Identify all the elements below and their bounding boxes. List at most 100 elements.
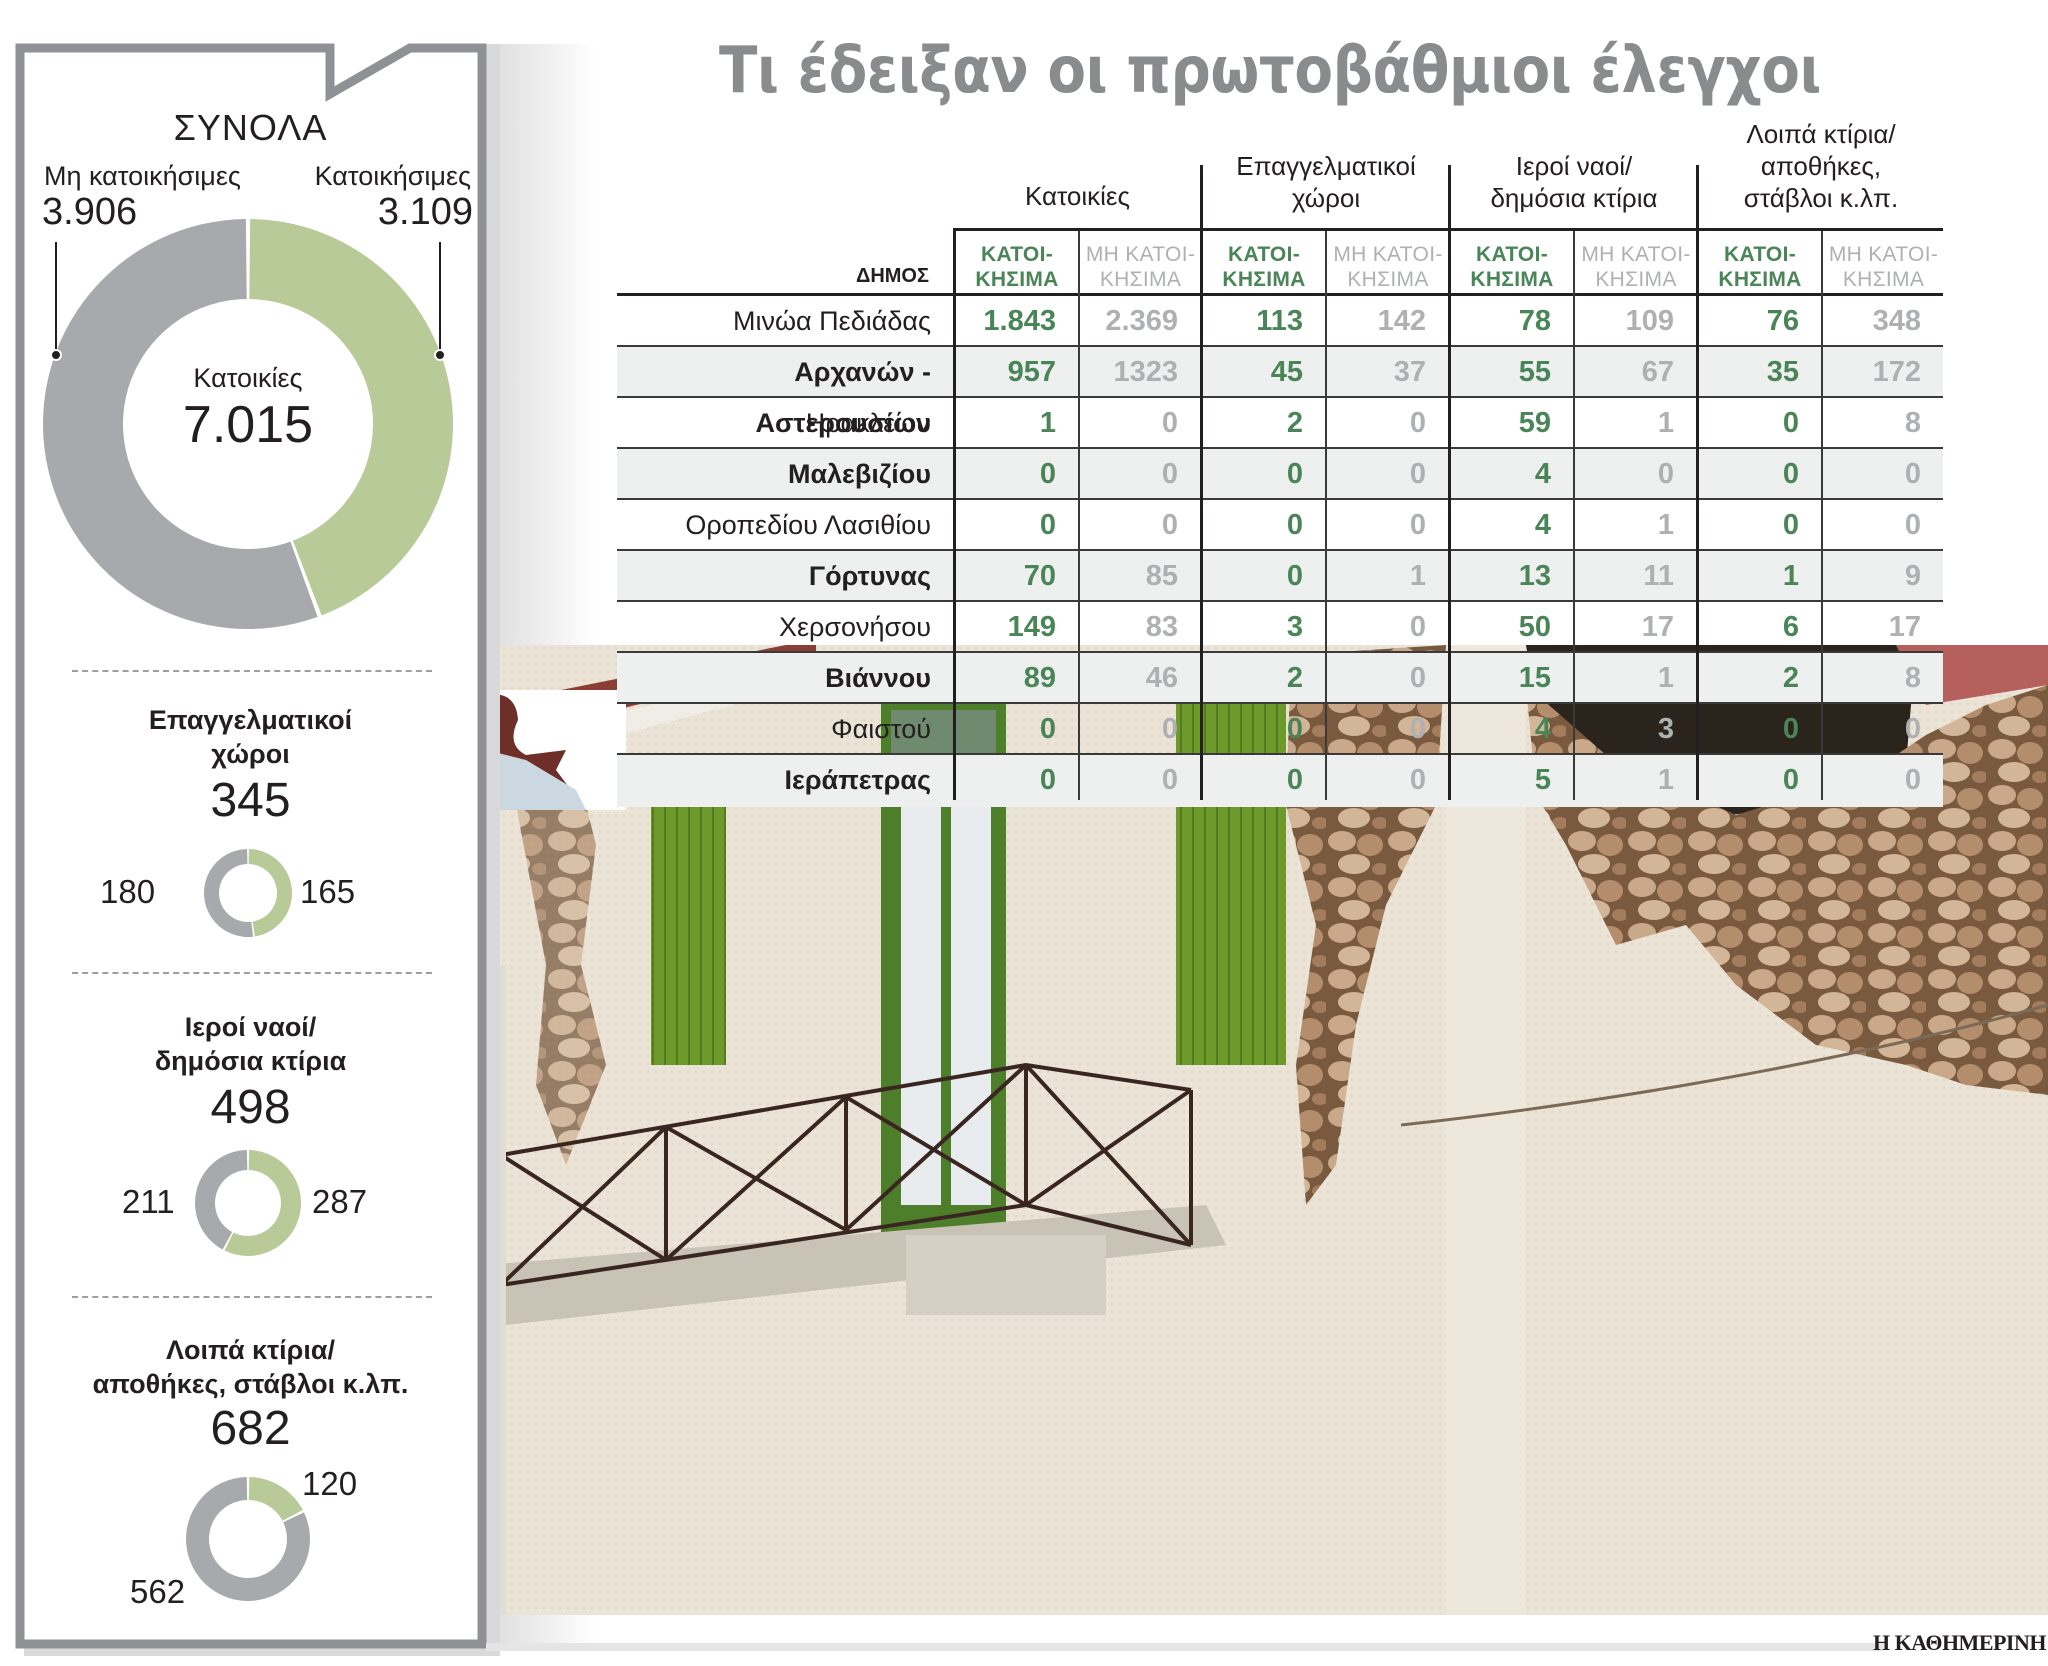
subheader-line: ΚΑΤΟΙ-: [981, 243, 1053, 266]
cell-non-habitable: 0: [1161, 713, 1178, 745]
group-header-professional: Επαγγελματικοί χώροι: [1203, 150, 1449, 214]
donut-chart-churches-public: [195, 1150, 301, 1256]
cell-habitable: 0: [1782, 713, 1799, 745]
cell-non-habitable: 8: [1904, 407, 1921, 439]
cell-non-habitable: 17: [1888, 611, 1921, 643]
table-row: Μαλεβιζίου 0 0 0 0 4 0 0 0: [617, 449, 1943, 500]
cell-habitable: 45: [1270, 356, 1303, 388]
section-title-other-buildings: Λοιπά κτίρια/ αποθήκες, στάβλοι κ.λπ.: [28, 1333, 473, 1401]
cell-habitable: 78: [1518, 305, 1551, 337]
cell-non-habitable: 9: [1904, 560, 1921, 592]
cell-habitable: 6: [1782, 611, 1799, 643]
cell-habitable: 0: [1039, 458, 1056, 490]
roof-tile-photo-fragment: [486, 690, 626, 810]
cell-habitable: 3: [1286, 611, 1303, 643]
table-row: Αρχανών - Αστερουσίων 957 1323 45 37 55 67 35 17…: [617, 347, 1943, 438]
group-header-other-buildings: Λοιπά κτίρια/ αποθήκες, στάβλοι κ.λπ.: [1699, 118, 1943, 214]
table-row: Χερσονήσου 149 83 3 0 50 17 6 17: [617, 602, 1943, 653]
cell-non-habitable: 46: [1145, 662, 1178, 694]
table-row: Γόρτυνας 70 85 0 1 13 11 1 9: [617, 551, 1943, 602]
cell-habitable: 89: [1023, 662, 1056, 694]
group-header-line: Επαγγελματικοί: [1236, 151, 1416, 181]
cell-non-habitable: 0: [1409, 662, 1426, 694]
cell-habitable: 2: [1286, 407, 1303, 439]
subheader-line: ΚΗΣΙΜΑ: [1718, 268, 1802, 291]
section-title-churches-public: Ιεροί ναοί/ δημόσια κτίρια: [28, 1010, 473, 1078]
cell-non-habitable: 85: [1145, 560, 1178, 592]
section-title-line: χώροι: [211, 739, 290, 769]
section-title-line: δημόσια κτίρια: [154, 1046, 347, 1076]
cell-non-habitable: 0: [1161, 458, 1178, 490]
totals-panel-frame: [15, 43, 500, 1656]
section-title-line: Λοιπά κτίρια/: [166, 1335, 335, 1365]
cell-habitable: 50: [1518, 611, 1551, 643]
totals-heading: ΣΥΝΟΛΑ: [173, 107, 328, 148]
group-header-line: δημόσια κτίρια: [1490, 183, 1658, 213]
cell-non-habitable: 1: [1657, 407, 1674, 439]
cell-non-habitable: 0: [1904, 764, 1921, 796]
cell-non-habitable: 142: [1377, 305, 1426, 337]
section-habitable-professional: 165: [300, 873, 356, 910]
municipality-name: Βιάννου: [825, 663, 931, 693]
footer-rule: [486, 1643, 1884, 1651]
municipality-name: Φαιστού: [831, 714, 931, 744]
separator: [72, 1296, 432, 1298]
cell-non-habitable: 11: [1643, 560, 1674, 592]
subheader-non-habitable: ΜΗ ΚΑΤΟΙ- ΚΗΣΙΜΑ: [1576, 242, 1696, 292]
cell-non-habitable: 1323: [1113, 356, 1178, 388]
subheader-line: ΚΗΣΙΜΑ: [1595, 268, 1677, 291]
subheader-line: ΜΗ ΚΑΤΟΙ-: [1828, 243, 1939, 266]
donut-chart-professional: [204, 849, 292, 937]
row-divider: [617, 651, 1943, 653]
cell-non-habitable: 0: [1409, 713, 1426, 745]
row-divider: [617, 600, 1943, 602]
main-donut-center-value: 7.015: [182, 396, 314, 454]
cell-non-habitable: 0: [1904, 458, 1921, 490]
cell-habitable: 0: [1286, 560, 1303, 592]
cell-non-habitable: 1: [1657, 662, 1674, 694]
table-row: Ιεράπετρας 0 0 0 0 5 1 0 0: [617, 755, 1943, 807]
group-header-homes: Κατοικίες: [955, 180, 1200, 212]
row-divider: [617, 753, 1943, 755]
municipality-name: Μαλεβιζίου: [787, 459, 931, 489]
section-total-other-buildings: 682: [210, 1402, 291, 1455]
subheader-line: ΚΑΤΟΙ-: [1476, 243, 1548, 266]
cell-habitable: 4: [1534, 509, 1551, 541]
row-divider: [617, 498, 1943, 500]
cell-habitable: 1: [1782, 560, 1799, 592]
subheader-line: ΜΗ ΚΑΤΟΙ-: [1333, 243, 1443, 266]
cell-habitable: 0: [1039, 509, 1056, 541]
table-row: Φαιστού 0 0 0 0 4 3 0 0: [617, 704, 1943, 755]
cell-non-habitable: 1: [1657, 764, 1674, 796]
column-divider: [1200, 228, 1203, 800]
results-table: Κατοικίες Επαγγελματικοί χώροι Ιεροί ναο…: [617, 110, 1943, 807]
cell-non-habitable: 1: [1657, 509, 1674, 541]
cell-habitable: 76: [1766, 305, 1799, 337]
cell-non-habitable: 0: [1161, 407, 1178, 439]
cell-non-habitable: 0: [1409, 764, 1426, 796]
table-row: Βιάννου 89 46 2 0 15 1 2 8: [617, 653, 1943, 704]
habitable-total: 3.109: [377, 191, 473, 233]
cell-habitable: 0: [1782, 458, 1799, 490]
subheader-line: ΜΗ ΚΑΤΟΙ-: [1085, 243, 1196, 266]
group-header-line: Λοιπά κτίρια/: [1746, 119, 1896, 149]
subheader-line: ΚΑΤΟΙ-: [1724, 243, 1796, 266]
column-divider: [1573, 231, 1575, 800]
section-non-habitable-professional: 180: [100, 873, 156, 910]
group-header-line: στάβλοι κ.λπ.: [1743, 183, 1899, 213]
municipality-header: ΔΗΜΟΣ: [855, 265, 929, 287]
subheader-line: ΚΗΣΙΜΑ: [1842, 268, 1925, 291]
cell-non-habitable: 17: [1641, 611, 1674, 643]
cell-non-habitable: 67: [1641, 356, 1674, 388]
column-divider: [1078, 231, 1080, 800]
municipality-name: Χερσονήσου: [778, 612, 931, 642]
cell-non-habitable: 1: [1409, 560, 1426, 592]
section-total-churches-public: 498: [210, 1081, 291, 1134]
subheader-habitable: ΚΑΤΟΙ- ΚΗΣΙΜΑ: [1699, 242, 1821, 292]
municipality-name: Οροπεδίου Λασιθίου: [685, 510, 931, 540]
cell-non-habitable: 0: [1409, 509, 1426, 541]
subheader-non-habitable: ΜΗ ΚΑΤΟΙ- ΚΗΣΙΜΑ: [1081, 242, 1200, 292]
cell-habitable: 4: [1534, 713, 1551, 745]
cell-non-habitable: 348: [1872, 305, 1921, 337]
row-divider: [617, 396, 1943, 398]
